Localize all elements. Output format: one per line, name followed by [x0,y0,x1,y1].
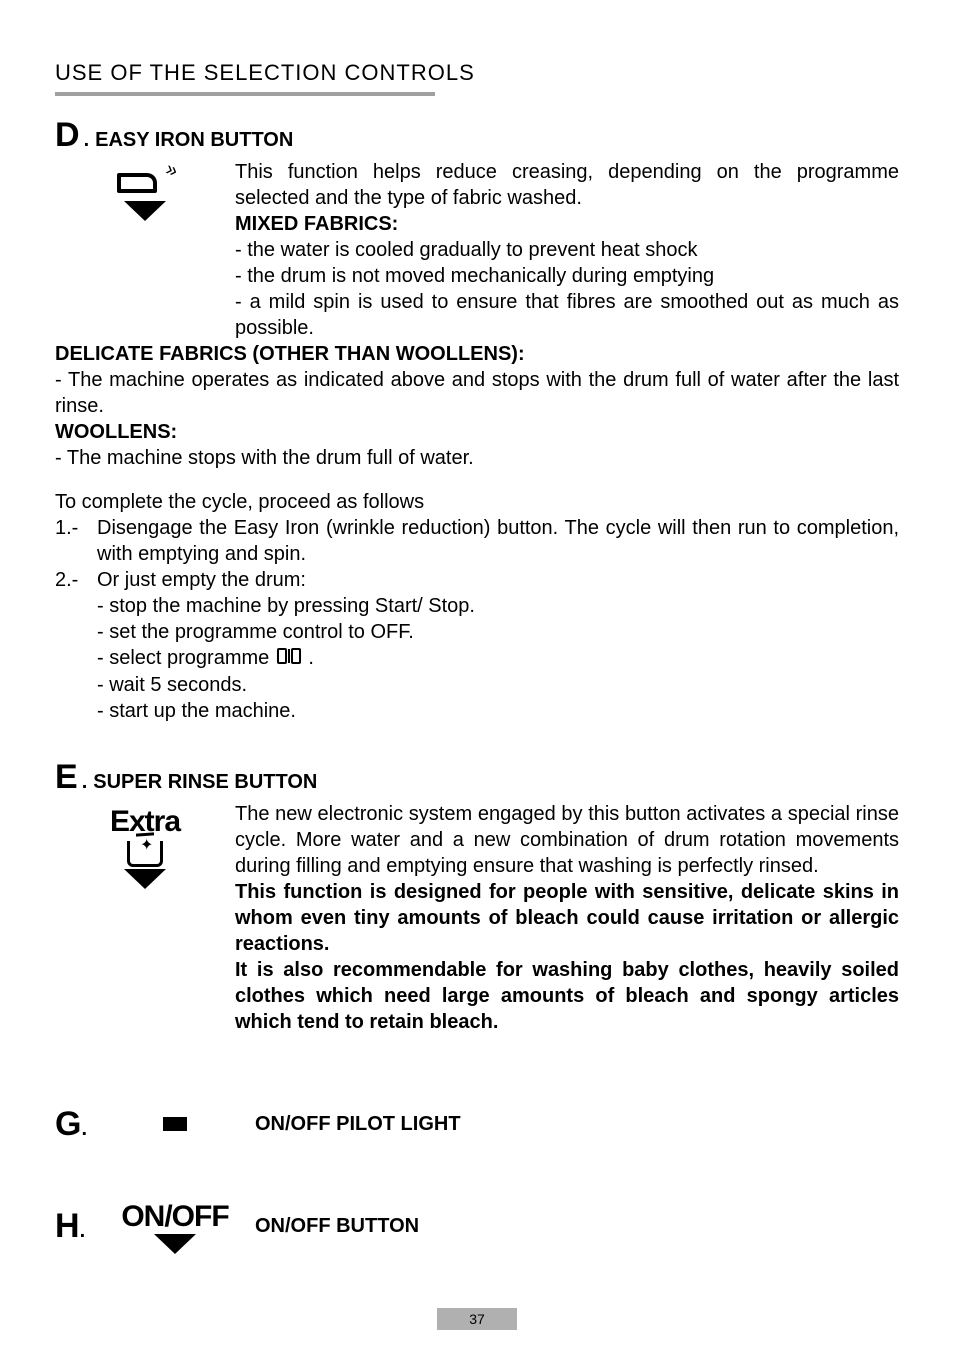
heading-d: D . EASY IRON BUTTON [55,116,899,155]
d-row: » This function helps reduce creasing, d… [55,159,899,341]
iron-icon: » [115,163,175,199]
title-h: ON/OFF BUTTON [255,1215,899,1238]
step-2-row: 2.- Or just empty the drum: [55,567,899,593]
d-complete-intro: To complete the cycle, proceed as follow… [55,489,899,515]
drain-program-icon [275,646,303,672]
step-2-num: 2.- [55,567,97,593]
d-mixed-1: - the water is cooled gradually to preve… [235,237,899,263]
d-mixed-label: MIXED FABRICS: [235,211,899,237]
h-letter-col: H. [55,1207,95,1246]
down-triangle-icon [154,1234,196,1254]
page-number-wrap: 37 [0,1308,954,1330]
step-1-row: 1.- Disengage the Easy Iron (wrinkle red… [55,515,899,567]
dot-h: . [80,1220,86,1243]
title-d: EASY IRON BUTTON [95,129,293,152]
dot-d: . [84,129,90,152]
step-2-sublist: - stop the machine by pressing Start/ St… [55,593,899,724]
dot-g: . [81,1118,87,1141]
e-bold2: It is also recommendable for washing bab… [235,957,899,1035]
onoff-icon: ON/OFF [95,1200,255,1254]
letter-e: E [55,758,78,797]
dot-e: . [82,771,88,794]
letter-g: G [55,1105,81,1144]
super-rinse-icon: Extra [55,801,235,889]
step-1-num: 1.- [55,515,97,567]
down-triangle-icon [124,869,166,889]
page-number: 37 [437,1308,517,1330]
e-bold1: This function is designed for people wit… [235,879,899,957]
d-woollens-body: - The machine stops with the drum full o… [55,445,899,471]
step-2d: - wait 5 seconds. [97,672,899,698]
tub-sparkle-icon [127,841,163,869]
step-2c: - select programme . [97,645,899,672]
onoff-label: ON/OFF [121,1200,228,1234]
d-delicate-body: - The machine operates as indicated abov… [55,367,899,419]
d-delicate-block: DELICATE FABRICS (OTHER THAN WOOLLENS): … [55,341,899,471]
d-mixed-3: - a mild spin is used to ensure that fib… [235,289,899,341]
section-rule [55,92,435,96]
letter-d: D [55,116,80,155]
g-row: G. ON/OFF PILOT LIGHT [55,1105,899,1144]
section-header: USE OF THE SELECTION CONTROLS [55,60,475,85]
step-2-body: Or just empty the drum: [97,567,899,593]
section-header-wrap: USE OF THE SELECTION CONTROLS [55,60,899,86]
d-woollens-label: WOOLLENS: [55,419,899,445]
pilot-light-icon [95,1115,255,1133]
step-2c-pre: - select programme [97,647,275,669]
down-triangle-icon [124,201,166,221]
d-complete-block: To complete the cycle, proceed as follow… [55,489,899,724]
step-1-body: Disengage the Easy Iron (wrinkle reducti… [97,515,899,567]
easy-iron-icon: » [55,159,235,221]
e-text-block: The new electronic system engaged by thi… [235,801,899,1035]
step-2b: - set the programme control to OFF. [97,619,899,645]
h-row: H. ON/OFF ON/OFF BUTTON [55,1200,899,1254]
step-2e: - start up the machine. [97,698,899,724]
d-intro: This function helps reduce creasing, dep… [235,159,899,211]
d-mixed-2: - the drum is not moved mechanically dur… [235,263,899,289]
title-g: ON/OFF PILOT LIGHT [255,1113,899,1136]
letter-h: H [55,1207,80,1246]
e-row: Extra The new electronic system engaged … [55,801,899,1035]
d-intro-block: This function helps reduce creasing, dep… [235,159,899,341]
e-intro: The new electronic system engaged by thi… [235,801,899,879]
g-letter-col: G. [55,1105,95,1144]
step-2c-post: . [308,647,314,669]
d-delicate-label: DELICATE FABRICS (OTHER THAN WOOLLENS): [55,341,899,367]
step-2a: - stop the machine by pressing Start/ St… [97,593,899,619]
title-e: SUPER RINSE BUTTON [93,771,317,794]
heading-e: E . SUPER RINSE BUTTON [55,758,899,797]
